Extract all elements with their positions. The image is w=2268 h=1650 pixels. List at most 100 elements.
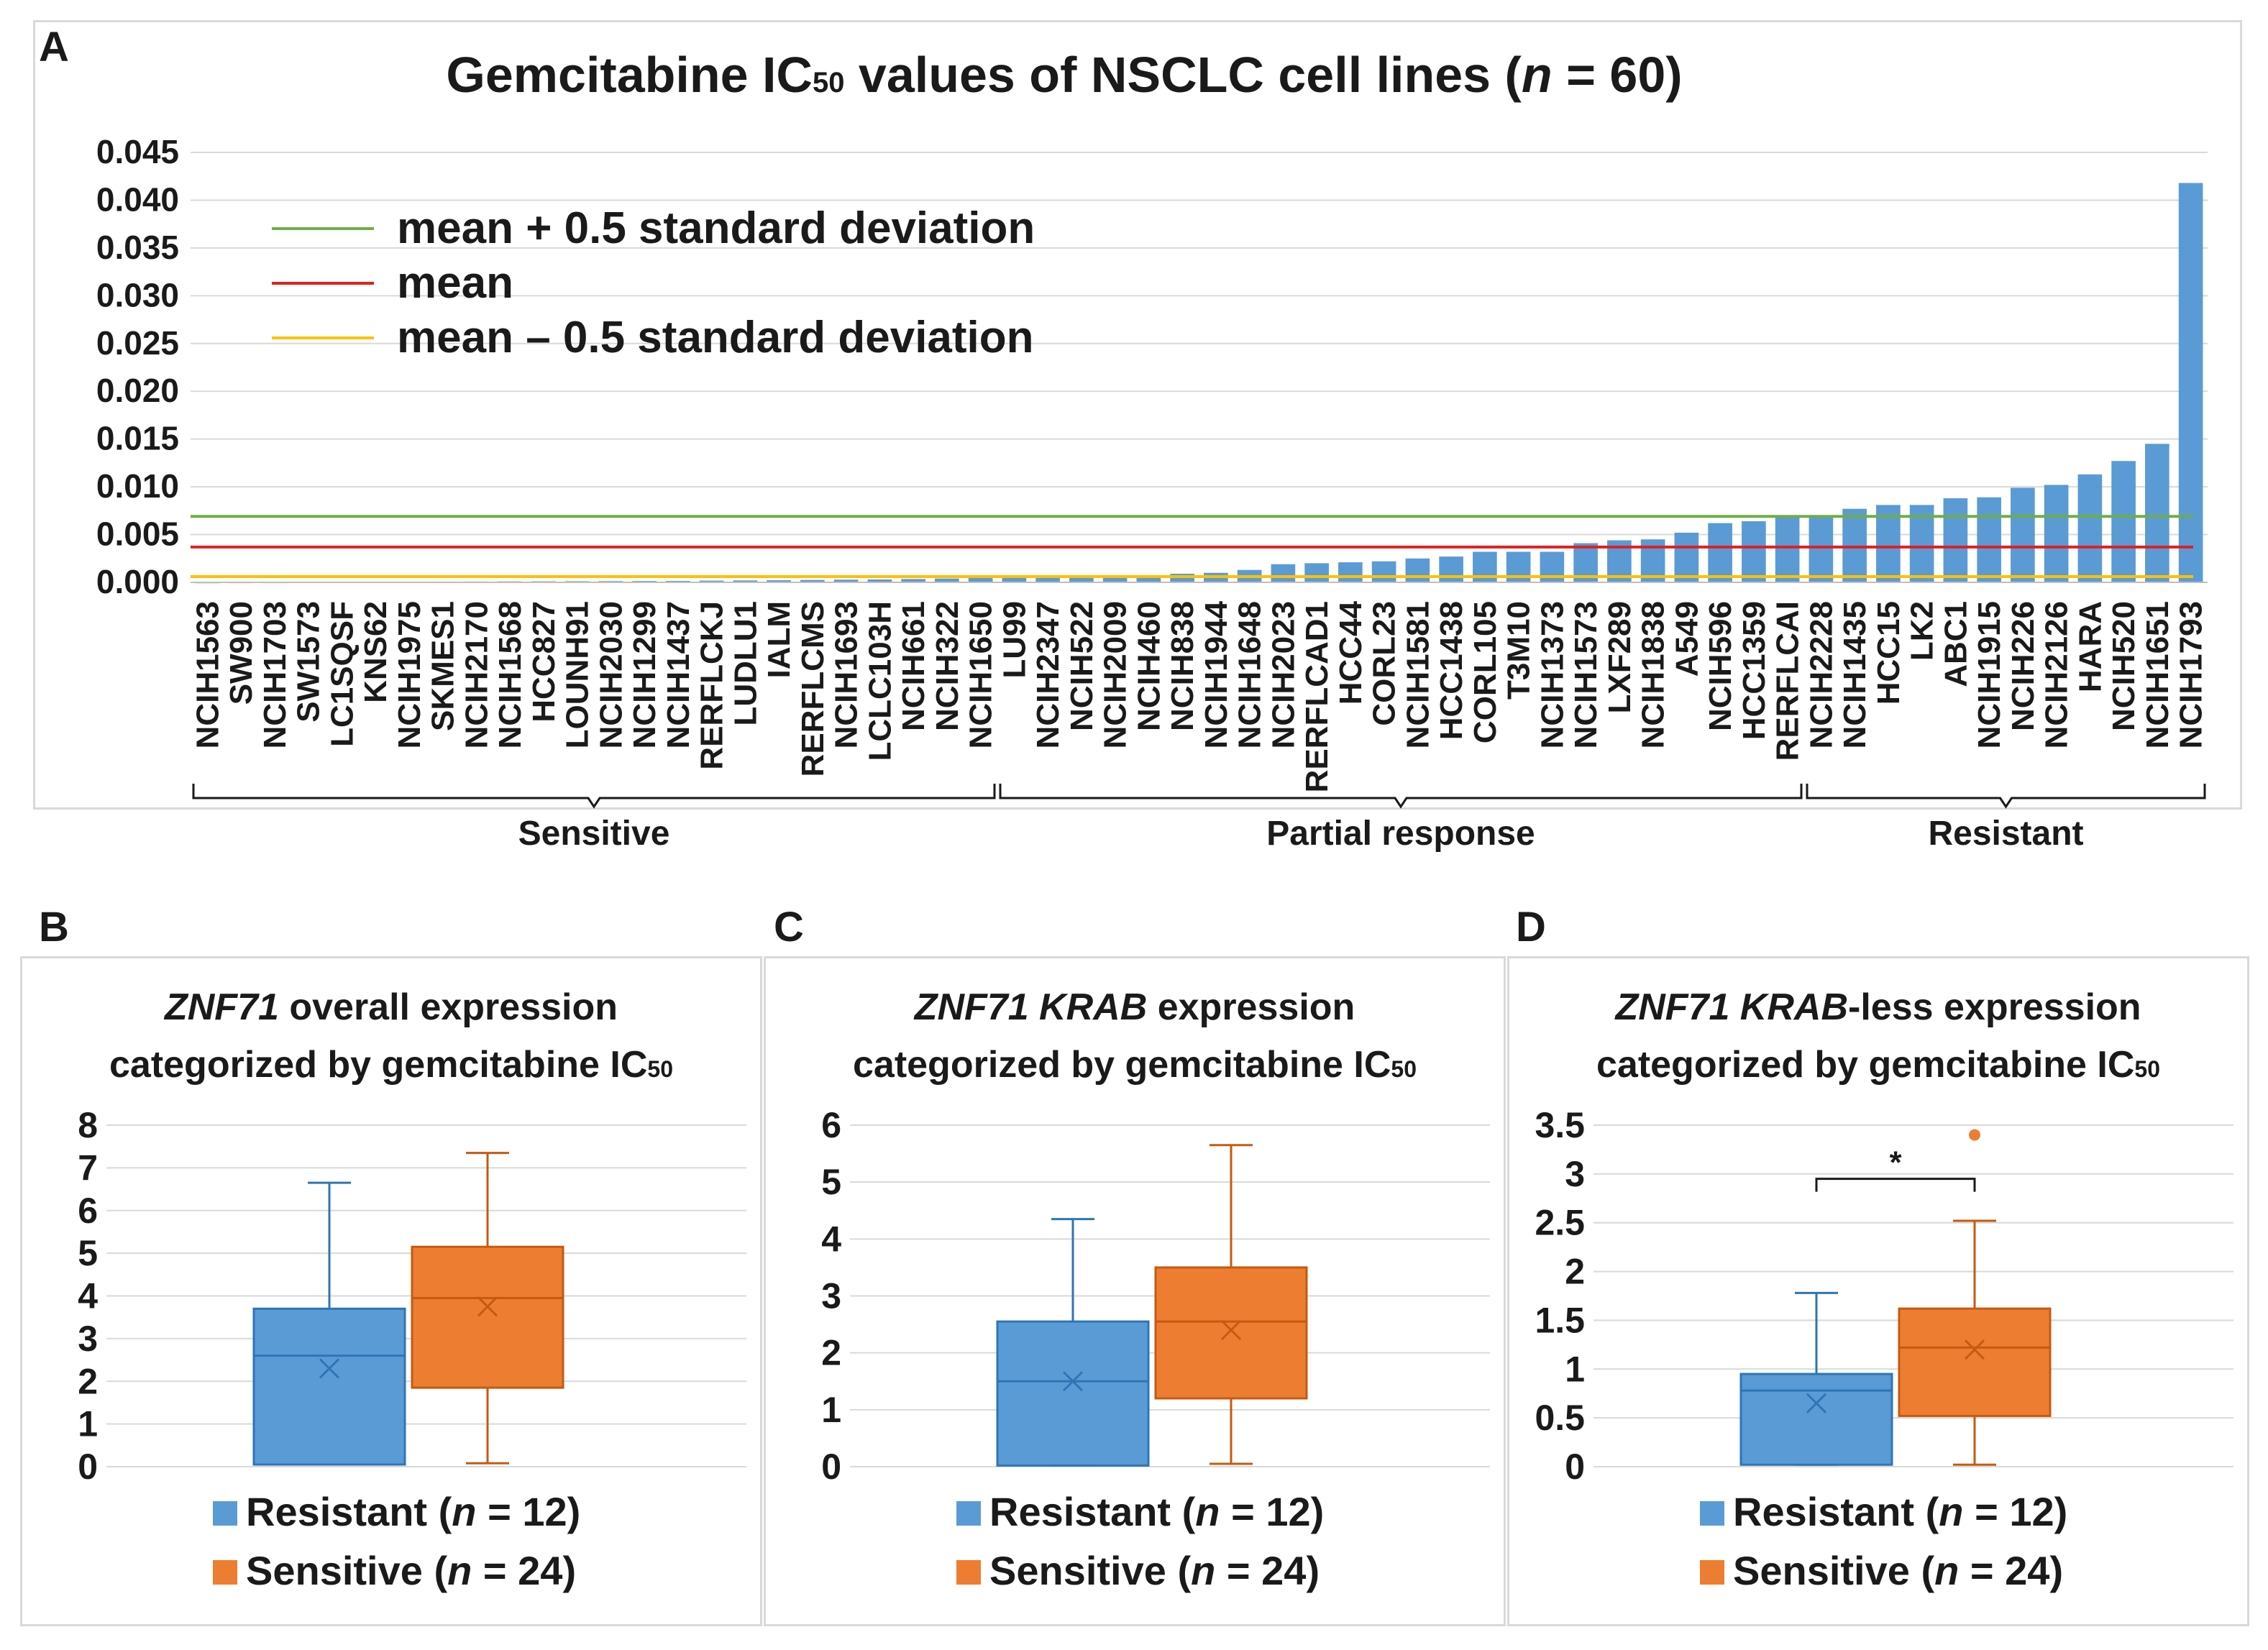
x-tick-label: A549 bbox=[1669, 601, 1704, 677]
bar bbox=[1102, 575, 1128, 582]
y-tick-label: 3 bbox=[821, 1276, 841, 1316]
y-tick-label: 8 bbox=[78, 1105, 98, 1145]
outlier-point bbox=[1969, 1129, 1980, 1141]
significance-marker: * bbox=[1889, 1145, 1902, 1181]
legend-swatch bbox=[956, 1560, 981, 1585]
x-tick-label: SW900 bbox=[224, 601, 259, 705]
legend-series-name: Resistant ( bbox=[246, 1489, 452, 1534]
y-tick-label: 5 bbox=[821, 1162, 841, 1202]
bar bbox=[1977, 497, 2001, 582]
box bbox=[411, 1245, 564, 1389]
y-tick-label: 0 bbox=[1565, 1447, 1585, 1487]
y-tick-label: 0.020 bbox=[96, 372, 179, 409]
y-tick-label: 0 bbox=[821, 1447, 841, 1487]
y-tick-label: 4 bbox=[78, 1276, 98, 1316]
x-tick-label: NCIH1373 bbox=[1535, 601, 1570, 748]
legend-label: Sensitive (n = 24) bbox=[1733, 1548, 2063, 1593]
y-tick-label: 1 bbox=[1565, 1349, 1585, 1389]
box-chart-title-rest: overall expression bbox=[279, 986, 618, 1028]
y-tick-label: 3.5 bbox=[1535, 1105, 1585, 1145]
x-tick-label: HCC827 bbox=[526, 601, 562, 723]
y-tick-label: 2 bbox=[821, 1333, 841, 1373]
chart-title-suffix: values of NSCLC cell lines ( bbox=[844, 47, 1522, 103]
box-chart-subtitle: categorized by gemcitabine IC50 bbox=[1596, 1044, 2160, 1086]
box-chart-title: ZNF71 KRAB-less expression bbox=[1614, 986, 2141, 1028]
panel-letter-d: D bbox=[1516, 904, 1546, 950]
y-tick-label: 2 bbox=[1565, 1252, 1585, 1292]
x-tick-label: NCIH2228 bbox=[1803, 601, 1839, 748]
y-tick-label: 0.035 bbox=[96, 229, 179, 266]
y-tick-label: 0.025 bbox=[96, 324, 179, 362]
group-label: Sensitive bbox=[518, 815, 670, 853]
box-chart-title: ZNF71 KRAB expression bbox=[913, 986, 1355, 1028]
x-tick-label: NCIH1437 bbox=[661, 601, 696, 748]
panel-letter-c: C bbox=[774, 904, 804, 950]
mean-marker bbox=[1062, 1371, 1084, 1392]
legend-n-value: = 24) bbox=[1959, 1548, 2063, 1593]
x-tick-label: NCIH2126 bbox=[2039, 601, 2075, 748]
y-tick-label: 0.010 bbox=[96, 467, 179, 505]
chart-title-n: n bbox=[1522, 47, 1553, 103]
bar bbox=[2178, 183, 2203, 583]
y-tick-label: 0.030 bbox=[96, 276, 179, 313]
x-tick-label: NCIH1703 bbox=[257, 601, 293, 748]
legend-label: Resistant (n = 12) bbox=[989, 1489, 1324, 1534]
panel-d-frame bbox=[1507, 956, 2249, 1626]
box bbox=[1154, 1266, 1308, 1400]
box-chart-subtitle-text: categorized by gemcitabine IC bbox=[853, 1044, 1391, 1086]
x-tick-label: NCIH1573 bbox=[1568, 601, 1604, 748]
chart-title-end: = 60) bbox=[1553, 47, 1683, 103]
x-tick-label: RERFLCAI bbox=[1770, 601, 1806, 761]
group-bracket bbox=[1806, 784, 2206, 809]
panel-letter-b: B bbox=[39, 904, 69, 950]
y-tick-label: 2 bbox=[78, 1361, 98, 1401]
x-tick-label: LUDLU1 bbox=[728, 601, 763, 726]
x-tick-label: LXF289 bbox=[1602, 601, 1637, 714]
x-tick-label: RERFLCAD1 bbox=[1299, 601, 1335, 792]
x-tick-label: NCIH661 bbox=[896, 601, 931, 731]
bar bbox=[935, 578, 959, 582]
box-chart-title-rest: -less expression bbox=[1848, 986, 2141, 1028]
legend-label: mean + 0.5 standard deviation bbox=[397, 203, 1035, 253]
box bbox=[252, 1307, 406, 1466]
x-tick-label: NCIH2009 bbox=[1098, 601, 1133, 748]
x-tick-label: NCIH1648 bbox=[1233, 601, 1268, 748]
box-chart-subtitle: categorized by gemcitabine IC50 bbox=[109, 1044, 673, 1086]
y-tick-label: 1.5 bbox=[1535, 1300, 1585, 1340]
legend-label: Resistant (n = 12) bbox=[1733, 1489, 2067, 1534]
x-tick-label: LK2 bbox=[1905, 601, 1940, 661]
legend-n-value: = 12) bbox=[1964, 1489, 2068, 1534]
x-tick-label: NCIH2347 bbox=[1030, 601, 1066, 748]
y-tick-label: 5 bbox=[78, 1233, 98, 1273]
x-tick-label: SW1573 bbox=[291, 601, 326, 723]
legend-series-name: Resistant ( bbox=[1733, 1489, 1939, 1534]
bar bbox=[867, 579, 892, 582]
bar bbox=[1371, 561, 1396, 582]
group-bracket bbox=[192, 784, 996, 809]
mean-marker bbox=[1806, 1393, 1827, 1413]
x-tick-label: RERFLCKJ bbox=[695, 601, 730, 770]
y-tick-label: 2.5 bbox=[1535, 1203, 1585, 1243]
legend-swatch bbox=[1700, 1560, 1724, 1585]
bar bbox=[1742, 521, 1766, 582]
legend-swatch bbox=[956, 1501, 981, 1526]
legend-n-value: = 24) bbox=[1215, 1548, 1320, 1593]
bar bbox=[1002, 577, 1027, 582]
box-chart-title-gene: ZNF71 bbox=[163, 986, 279, 1028]
x-tick-label: IALM bbox=[762, 601, 797, 679]
legend-n: n bbox=[1939, 1489, 1963, 1534]
legend-label: Sensitive (n = 24) bbox=[246, 1548, 576, 1593]
box-chart-subtitle-text: categorized by gemcitabine IC bbox=[1596, 1044, 2134, 1086]
x-tick-label: T3M10 bbox=[1501, 601, 1537, 700]
x-tick-label: LC1SQSF bbox=[324, 601, 360, 747]
legend-swatch bbox=[213, 1501, 237, 1526]
box-chart-title-gene: ZNF71 KRAB bbox=[913, 986, 1148, 1028]
bar bbox=[2111, 461, 2136, 582]
box-chart-subtitle: categorized by gemcitabine IC50 bbox=[853, 1044, 1417, 1086]
x-tick-label: NCIH1793 bbox=[2174, 601, 2209, 748]
x-tick-label: HCC1359 bbox=[1737, 601, 1772, 740]
group-label: Resistant bbox=[1928, 815, 2083, 853]
legend-series-name: Resistant ( bbox=[989, 1489, 1196, 1534]
bar bbox=[901, 579, 925, 582]
